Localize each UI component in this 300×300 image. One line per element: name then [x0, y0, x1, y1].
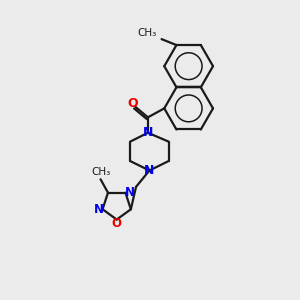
Text: N: N — [93, 203, 103, 216]
Text: O: O — [112, 217, 122, 230]
Text: CH₃: CH₃ — [91, 167, 110, 177]
Text: CH₃: CH₃ — [137, 28, 156, 38]
Text: O: O — [128, 97, 138, 110]
Text: N: N — [144, 164, 154, 177]
Text: N: N — [124, 186, 135, 199]
Text: N: N — [143, 126, 153, 139]
